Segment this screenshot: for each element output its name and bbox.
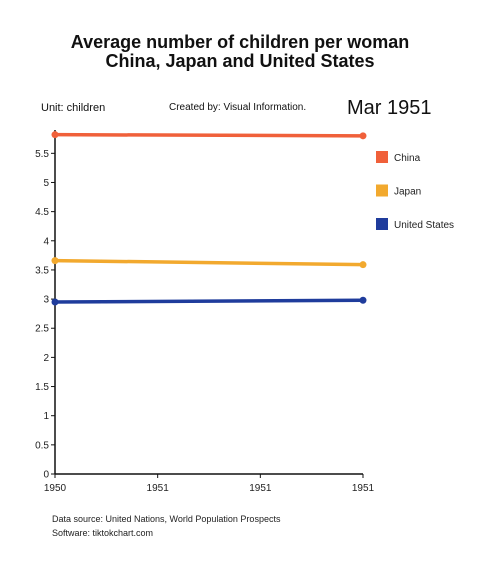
x-tick-label: 1951 — [147, 483, 170, 494]
series-start-point — [51, 298, 59, 306]
y-tick-label: 0.5 — [35, 440, 49, 451]
series-line — [53, 298, 365, 304]
legend-label: Japan — [394, 187, 421, 198]
y-tick-label: 5 — [43, 178, 49, 189]
period-label: Mar 1951 — [347, 97, 432, 119]
software-note: Software: tiktokchart.com — [52, 528, 154, 538]
x-tick-label: 1950 — [44, 483, 67, 494]
legend-swatch — [376, 151, 388, 163]
series-line — [53, 258, 365, 267]
series-line — [53, 132, 365, 138]
y-tick-label: 2.5 — [35, 324, 49, 335]
legend-label: United States — [394, 220, 454, 231]
y-tick-label: 5.5 — [35, 149, 49, 160]
chart-title-line2: China, Japan and United States — [105, 51, 375, 71]
series-end-point — [359, 132, 367, 140]
y-tick-label: 4 — [43, 236, 49, 247]
legend-swatch — [376, 218, 388, 230]
unit-label: Unit: children — [41, 102, 106, 114]
y-tick-label: 4.5 — [35, 207, 49, 218]
x-tick-label: 1951 — [249, 483, 272, 494]
series-start-point — [51, 131, 59, 139]
chart-title-line1: Average number of children per woman — [70, 32, 410, 52]
series-start-point — [51, 257, 59, 265]
y-tick-label: 3 — [43, 295, 49, 306]
y-tick-label: 1 — [43, 411, 49, 422]
x-tick-label: 1951 — [352, 483, 375, 494]
y-tick-label: 1.5 — [35, 382, 49, 393]
series-end-point — [359, 261, 367, 269]
legend-swatch — [376, 184, 388, 197]
y-tick-label: 3.5 — [35, 265, 49, 276]
series-end-point — [359, 296, 367, 304]
credit-label: Created by: Visual Information. — [169, 102, 307, 113]
y-tick-label: 2 — [43, 353, 49, 364]
y-tick-label: 0 — [43, 470, 49, 481]
legend-label: China — [394, 153, 421, 164]
data-source-note: Data source: United Nations, World Popul… — [52, 514, 281, 524]
